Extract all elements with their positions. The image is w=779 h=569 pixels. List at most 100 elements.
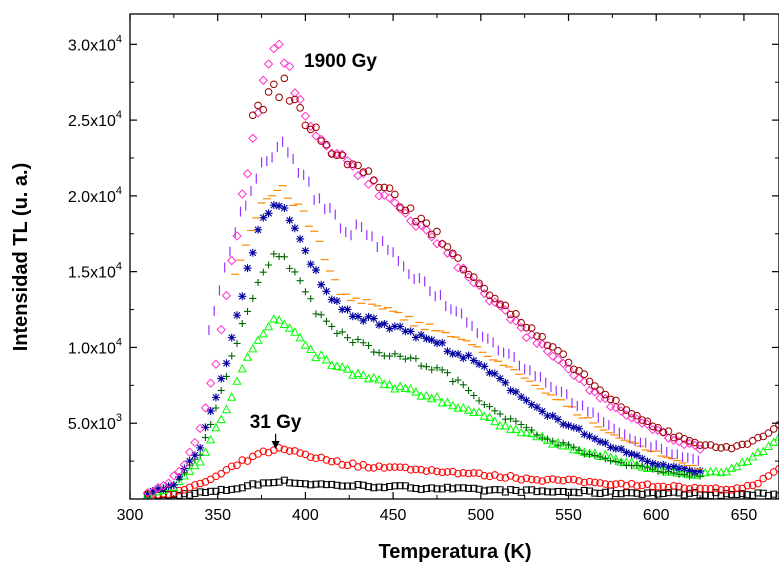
data-point bbox=[742, 456, 753, 466]
data-point bbox=[495, 301, 505, 311]
data-point bbox=[296, 234, 305, 243]
data-point bbox=[759, 432, 768, 441]
data-point bbox=[233, 339, 241, 347]
data-point bbox=[328, 322, 336, 330]
data-point bbox=[522, 396, 531, 405]
data-point bbox=[617, 459, 625, 467]
data-point bbox=[527, 428, 537, 438]
data-point bbox=[465, 484, 473, 492]
data-point bbox=[517, 392, 526, 401]
data-point bbox=[195, 456, 205, 466]
data-point bbox=[428, 484, 436, 492]
data-point bbox=[454, 254, 462, 262]
data-point bbox=[701, 484, 710, 493]
data-point bbox=[669, 482, 678, 490]
data-point bbox=[748, 481, 757, 490]
x-axis-title: Temperatura (K) bbox=[379, 541, 532, 563]
data-point bbox=[569, 370, 579, 381]
data-point bbox=[775, 465, 779, 473]
data-point bbox=[775, 420, 779, 429]
data-point bbox=[169, 480, 178, 489]
data-point bbox=[275, 202, 284, 211]
data-point bbox=[728, 490, 736, 498]
data-point bbox=[322, 140, 331, 149]
data-point bbox=[316, 350, 326, 359]
data-point bbox=[633, 489, 641, 497]
y-tick-label: 5.0x103 bbox=[68, 412, 122, 433]
data-point bbox=[469, 356, 478, 365]
data-point bbox=[659, 460, 668, 469]
data-point bbox=[627, 409, 636, 418]
data-point bbox=[317, 137, 325, 145]
data-point bbox=[480, 284, 489, 293]
series-4 bbox=[143, 201, 705, 499]
data-point bbox=[543, 341, 552, 350]
data-point bbox=[422, 363, 430, 371]
data-point bbox=[342, 155, 353, 166]
series-0 bbox=[144, 476, 779, 499]
data-point bbox=[259, 447, 268, 456]
data-point bbox=[575, 424, 584, 433]
data-point bbox=[264, 88, 273, 96]
data-point bbox=[454, 376, 462, 384]
data-point bbox=[548, 439, 558, 448]
data-point bbox=[274, 315, 284, 324]
data-point bbox=[622, 406, 631, 414]
data-point bbox=[216, 324, 226, 335]
x-tick-label: 650 bbox=[731, 507, 758, 524]
data-point bbox=[332, 296, 341, 305]
data-point bbox=[448, 349, 457, 358]
data-point bbox=[191, 481, 199, 489]
data-point bbox=[653, 460, 662, 469]
data-point bbox=[375, 320, 384, 329]
data-point bbox=[395, 381, 405, 391]
data-point bbox=[633, 411, 641, 420]
data-point bbox=[626, 413, 637, 423]
data-point bbox=[712, 484, 720, 492]
data-point bbox=[543, 475, 552, 484]
data-point bbox=[406, 383, 416, 393]
data-point bbox=[485, 368, 494, 377]
data-point bbox=[322, 287, 331, 296]
data-point bbox=[396, 203, 404, 211]
data-point bbox=[585, 477, 594, 486]
data-point bbox=[244, 307, 252, 315]
data-point bbox=[501, 474, 510, 482]
data-point bbox=[543, 435, 551, 443]
data-point bbox=[669, 462, 678, 471]
data-point bbox=[143, 490, 152, 499]
data-point bbox=[617, 479, 625, 488]
data-point bbox=[580, 370, 589, 379]
data-point bbox=[448, 249, 457, 258]
data-point bbox=[654, 490, 662, 498]
data-point bbox=[291, 479, 299, 487]
data-point bbox=[474, 407, 484, 416]
data-point bbox=[321, 354, 332, 364]
data-point bbox=[396, 482, 404, 490]
data-point bbox=[575, 367, 583, 375]
data-point bbox=[528, 486, 536, 494]
data-point bbox=[179, 460, 190, 470]
data-point bbox=[701, 441, 710, 449]
data-point bbox=[406, 327, 415, 336]
data-point bbox=[338, 151, 347, 160]
data-point bbox=[153, 482, 163, 493]
data-point bbox=[605, 402, 616, 412]
data-point bbox=[228, 352, 236, 360]
data-point bbox=[591, 451, 599, 459]
data-point bbox=[365, 341, 373, 349]
data-point bbox=[354, 481, 362, 489]
data-point bbox=[643, 457, 652, 466]
data-point bbox=[617, 444, 626, 453]
data-point bbox=[233, 461, 241, 470]
data-point bbox=[349, 338, 357, 346]
data-point bbox=[217, 485, 225, 493]
annotation-label: 1900 Gy bbox=[304, 51, 377, 72]
data-point bbox=[233, 485, 241, 493]
data-point bbox=[542, 435, 553, 444]
data-point bbox=[312, 310, 320, 318]
data-point bbox=[717, 491, 725, 499]
data-point bbox=[248, 343, 258, 353]
data-point bbox=[280, 204, 289, 213]
data-point bbox=[575, 489, 583, 497]
